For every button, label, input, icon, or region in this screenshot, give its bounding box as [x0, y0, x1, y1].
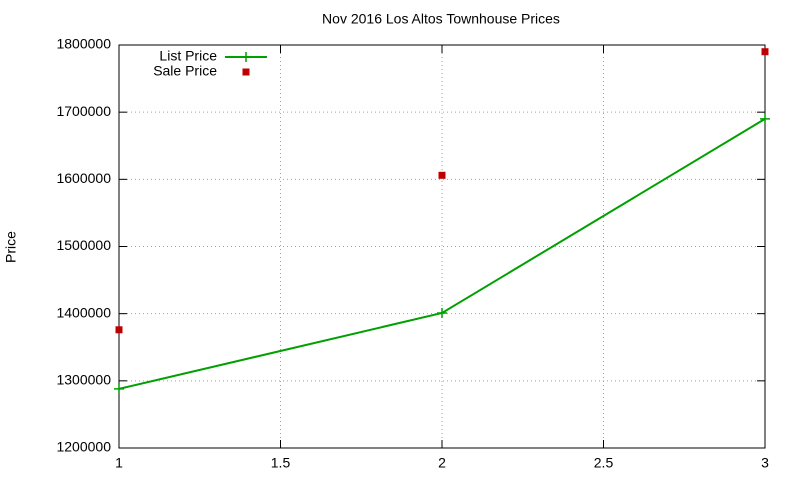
point-marker [437, 307, 447, 318]
legend-label: Sale Price [153, 63, 217, 79]
x-tick-label: 1 [115, 455, 123, 471]
x-tick-label: 1.5 [271, 455, 291, 471]
y-tick-label: 1500000 [56, 237, 111, 253]
plot-frame [118, 44, 766, 449]
point-marker [114, 383, 124, 394]
point-marker [760, 113, 770, 124]
y-tick-label: 1200000 [56, 439, 111, 455]
point-marker [761, 48, 769, 56]
y-tick-label: 1700000 [56, 103, 111, 119]
point-marker [438, 171, 446, 179]
y-tick-label: 1400000 [56, 304, 111, 320]
legend-marker [241, 52, 251, 62]
point-marker [115, 326, 123, 334]
y-axis-label: Price [3, 231, 19, 263]
x-tick-label: 2 [438, 455, 446, 471]
y-tick-label: 1600000 [56, 170, 111, 186]
legend-label: List Price [159, 48, 217, 64]
y-tick-label: 1800000 [56, 36, 111, 52]
y-tick-label: 1300000 [56, 372, 111, 388]
x-tick-label: 3 [761, 455, 769, 471]
x-tick-label: 2.5 [594, 455, 614, 471]
legend-marker [242, 68, 250, 76]
chart-title: Nov 2016 Los Altos Townhouse Prices [322, 11, 560, 27]
